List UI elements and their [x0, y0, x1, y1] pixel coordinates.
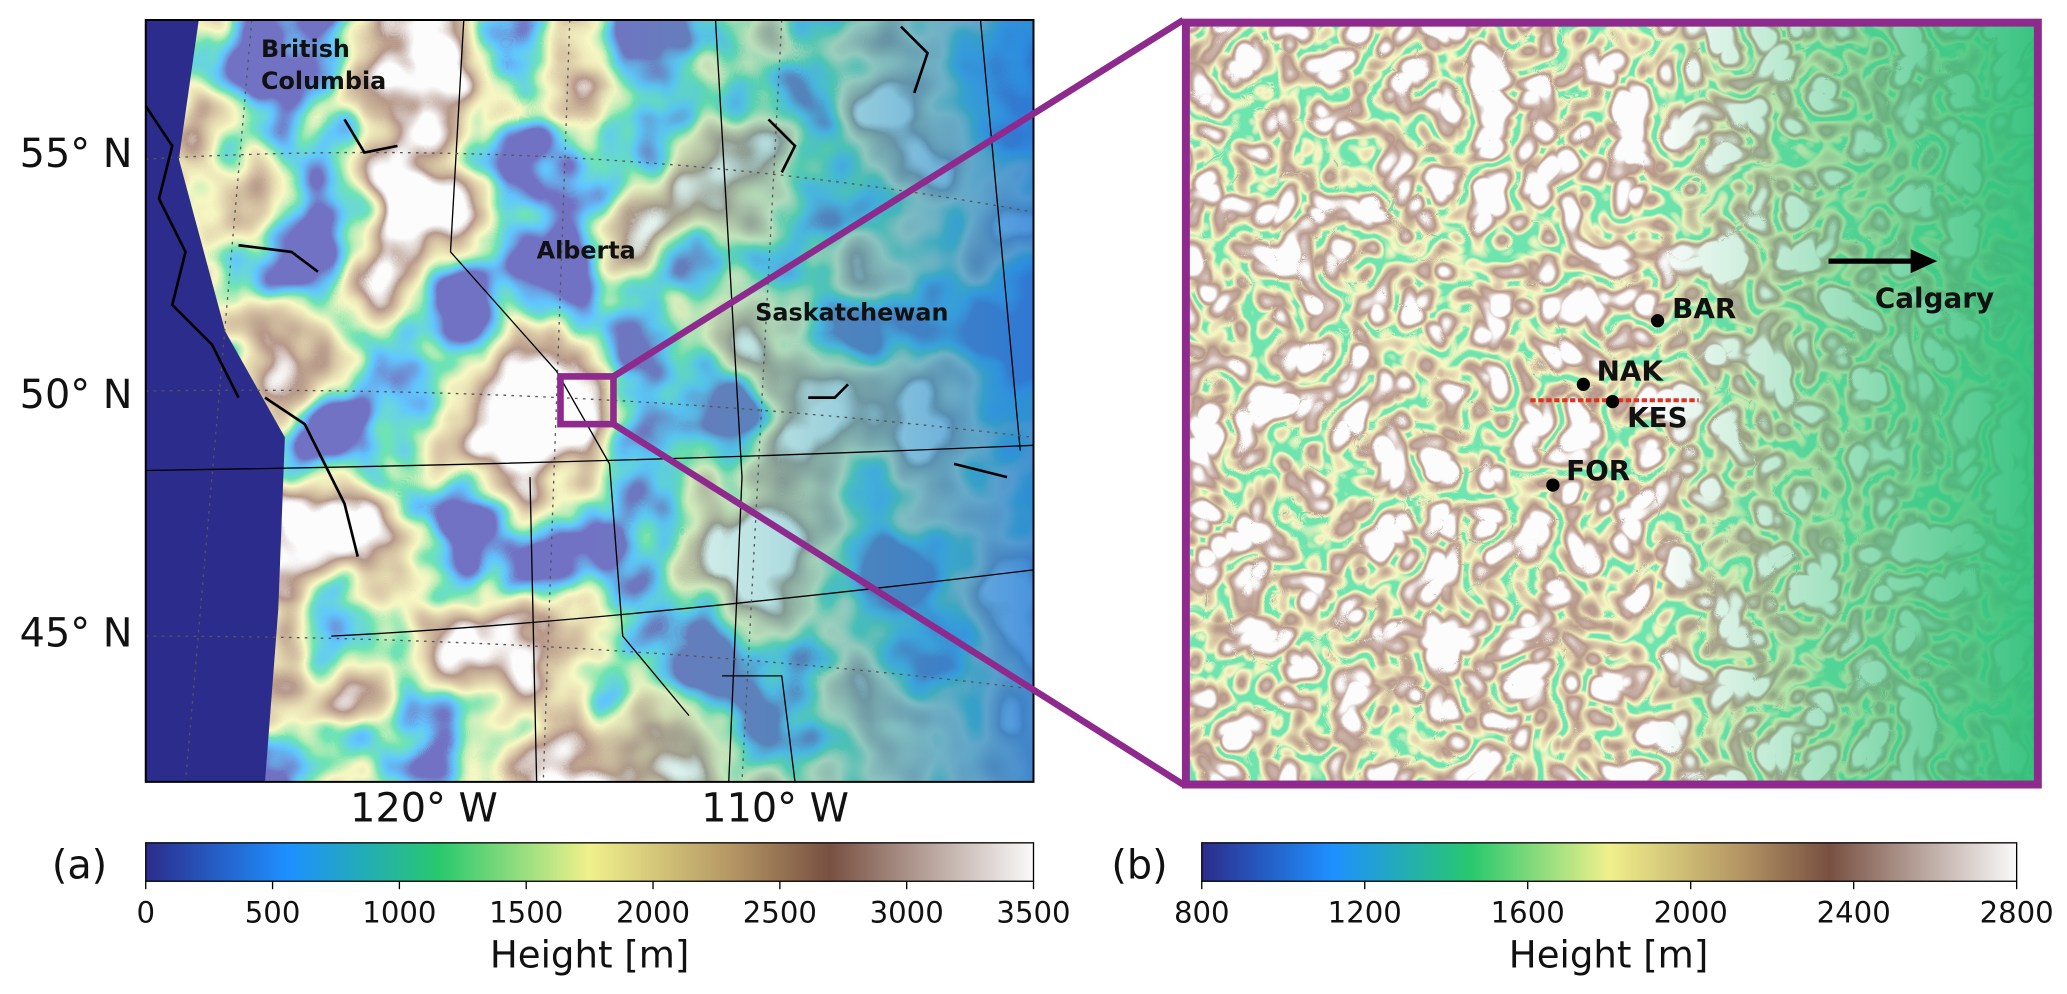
lat-label: 50° N — [20, 372, 133, 418]
colorbar-tick-label: 2000 — [1654, 895, 1728, 929]
region-label: Columbia — [261, 67, 386, 95]
arrow-head — [1910, 249, 1938, 274]
colorbar-tick-label: 2800 — [1980, 895, 2054, 929]
station-label: BAR — [1672, 292, 1736, 325]
station-dot — [1576, 377, 1590, 391]
lon-label: 110° W — [701, 786, 849, 832]
station-dot — [1546, 478, 1560, 492]
colorbar-tick-label: 2500 — [743, 895, 817, 929]
map-a — [144, 19, 1035, 783]
colorbar-tick-label: 2000 — [616, 895, 690, 929]
colorbar-tick-label: 3000 — [870, 895, 944, 929]
station-dot — [1650, 314, 1665, 328]
lat-label: 55° N — [20, 131, 133, 177]
panel-label: (a) — [52, 843, 107, 889]
lat-label: 45° N — [20, 611, 133, 657]
city-label: Calgary — [1875, 282, 1994, 315]
colorbar-tick-label: 1500 — [489, 895, 563, 929]
panel-label: (b) — [1111, 843, 1167, 889]
lon-label: 120° W — [350, 786, 498, 832]
zoom-indicator — [557, 17, 1185, 788]
colorbar-label: Height [m] — [1509, 933, 1709, 976]
colorbar-tick-label: 2400 — [1817, 895, 1891, 929]
region-label: Alberta — [537, 236, 636, 264]
station-label: FOR — [1566, 454, 1630, 487]
colorbar-tick-label: 500 — [245, 895, 301, 929]
station-label: KES — [1627, 401, 1688, 434]
region-label: Saskatchewan — [755, 299, 948, 327]
colorbar-tick-label: 0 — [136, 895, 155, 929]
colorbar-tick-label: 1600 — [1491, 895, 1565, 929]
map-b — [1181, 18, 2042, 789]
colorbar-tick-label: 1000 — [362, 895, 436, 929]
region-label: British — [261, 35, 350, 63]
colorbar — [145, 842, 1035, 882]
station-dot — [1605, 394, 1620, 409]
colorbar-label: Height [m] — [490, 933, 689, 976]
colorbar-tick-label: 3500 — [996, 895, 1070, 929]
station-label: NAK — [1597, 354, 1665, 387]
colorbar — [1201, 842, 2018, 882]
colorbar-tick-label: 1200 — [1328, 895, 1402, 929]
colorbar-tick-label: 800 — [1174, 895, 1230, 929]
